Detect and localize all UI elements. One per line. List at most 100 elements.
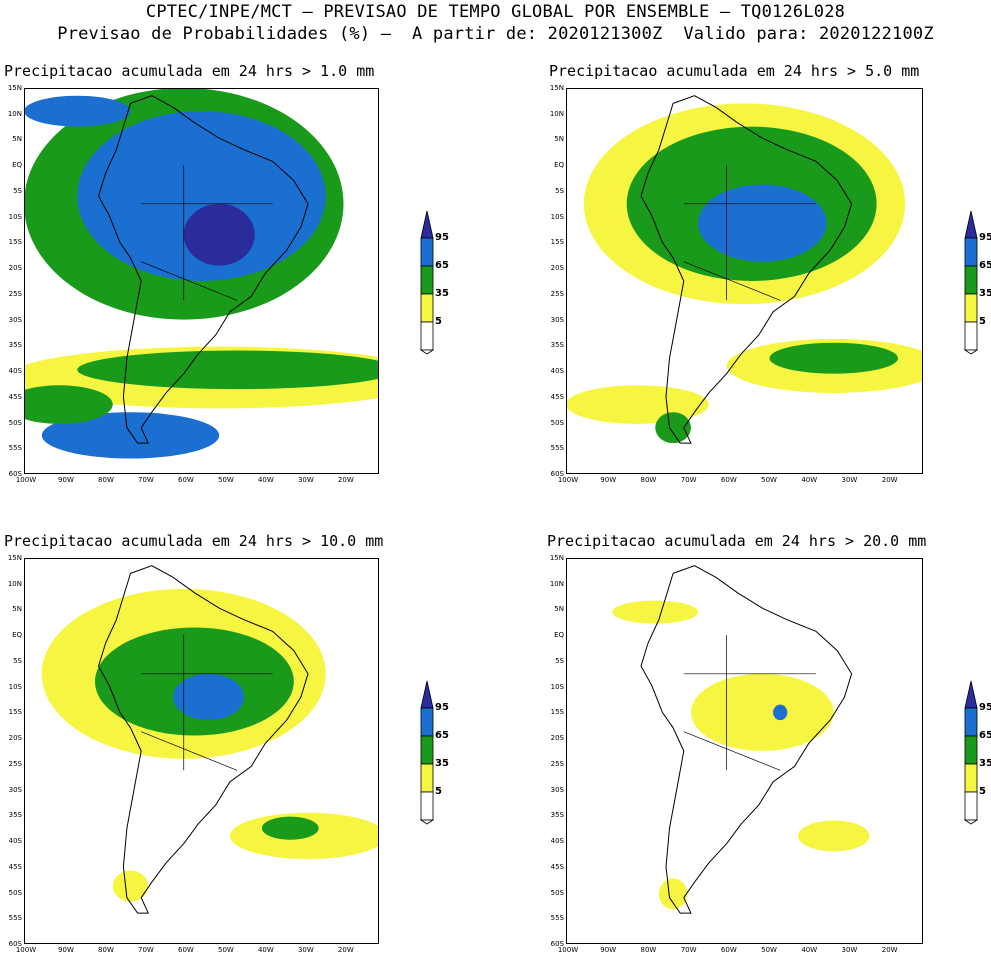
latitude-label: 5N: [12, 135, 22, 144]
latitude-label: EQ: [554, 631, 564, 640]
latitude-label: 35S: [8, 811, 22, 820]
longitude-label: 90W: [600, 476, 617, 484]
latitude-label: EQ: [554, 161, 564, 170]
latitude-label: 5S: [555, 186, 564, 195]
latitude-label: EQ: [12, 161, 22, 170]
probability-area: [658, 878, 688, 910]
latitude-label: 10N: [549, 579, 564, 588]
longitude-label: 60W: [178, 476, 194, 484]
longitude-label: 90W: [600, 946, 617, 954]
probability-area: [655, 412, 691, 444]
longitude-label: 40W: [801, 476, 818, 484]
latitude-label: 10S: [550, 682, 564, 691]
colorbar-label: 5: [979, 786, 986, 797]
latitude-label: 20S: [8, 734, 22, 743]
colorbar-label: 65: [435, 260, 449, 271]
colorbar-label: 5: [979, 316, 986, 327]
latitude-label: 55S: [8, 914, 22, 923]
latitude-label: 15S: [8, 238, 22, 247]
latitude-label: 45S: [8, 392, 22, 401]
latitude-label: 15N: [7, 84, 22, 92]
probability-area: [612, 600, 699, 624]
longitude-label: 50W: [761, 946, 777, 954]
latitude-label: 25S: [550, 289, 564, 298]
latitude-label: 30S: [8, 785, 22, 794]
latitude-label: 10S: [8, 212, 22, 221]
panel-title-10mm: Precipitacao acumulada em 24 hrs > 10.0 …: [4, 532, 384, 550]
probability-area: [183, 203, 255, 266]
probability-area: [24, 385, 113, 424]
latitude-label: 40S: [8, 367, 22, 376]
colorbar-label: 35: [435, 288, 449, 299]
country-border: [683, 731, 781, 771]
latitude-label: 15N: [549, 554, 564, 562]
latitude-label: 60S: [550, 470, 564, 478]
longitude-label: 20W: [881, 946, 898, 954]
latitude-label: 35S: [8, 341, 22, 350]
latitude-label: 40S: [8, 837, 22, 846]
latitude-label: 20S: [550, 264, 564, 273]
probability-area: [77, 111, 326, 281]
probability-area: [798, 820, 870, 852]
latitude-label: 5S: [13, 656, 22, 665]
colorbar-label: 65: [435, 730, 449, 741]
longitude-label: 60W: [720, 476, 737, 484]
latitude-label: 45S: [550, 392, 564, 401]
longitude-label: 70W: [138, 476, 154, 484]
probability-area: [698, 184, 827, 262]
colorbar-label: 95: [979, 232, 991, 243]
longitude-label: 50W: [761, 476, 777, 484]
country-border: [683, 261, 781, 301]
latitude-label: 55S: [550, 914, 564, 923]
longitude-label: 50W: [217, 946, 234, 954]
longitude-label: 20W: [337, 476, 354, 484]
latitude-label: 60S: [8, 940, 22, 948]
latitude-label: 60S: [8, 470, 22, 478]
latitude-label: EQ: [12, 631, 22, 640]
latitude-label: 25S: [550, 759, 564, 768]
latitude-label: 40S: [550, 367, 564, 376]
colorbar: [420, 210, 434, 355]
country-border: [141, 731, 238, 771]
colorbar-label: 95: [435, 702, 449, 713]
colorbar-label: 35: [979, 288, 991, 299]
longitude-label: 60W: [720, 946, 737, 954]
coastline: [640, 565, 853, 914]
longitude-label: 60W: [178, 946, 194, 954]
probability-area: [773, 704, 788, 721]
colorbar-label: 35: [979, 758, 991, 769]
latitude-label: 30S: [8, 315, 22, 324]
figure-title-line1: CPTEC/INPE/MCT – PREVISAO DE TEMPO GLOBA…: [145, 2, 846, 22]
colorbar: [964, 680, 978, 825]
country-border: [141, 261, 238, 301]
probability-area: [566, 385, 709, 424]
latitude-label: 25S: [8, 759, 22, 768]
latitude-label: 55S: [8, 444, 22, 453]
latitude-label: 10N: [7, 109, 22, 118]
longitude-label: 100W: [15, 946, 37, 954]
map-panel-20mm: [566, 558, 923, 944]
panel-title-5mm: Precipitacao acumulada em 24 hrs > 5.0 m…: [549, 62, 920, 80]
longitude-label: 50W: [217, 476, 234, 484]
latitude-label: 55S: [550, 444, 564, 453]
latitude-label: 15S: [550, 708, 564, 717]
latitude-label: 15S: [550, 238, 564, 247]
longitude-label: 20W: [881, 476, 898, 484]
latitude-label: 20S: [550, 734, 564, 743]
latitude-label: 50S: [550, 888, 564, 897]
longitude-label: 30W: [841, 946, 858, 954]
panel-title-20mm: Precipitacao acumulada em 24 hrs > 20.0 …: [547, 532, 927, 550]
longitude-label: 80W: [98, 946, 114, 954]
latitude-label: 45S: [8, 862, 22, 871]
probability-area: [112, 870, 149, 902]
longitude-label: 40W: [257, 946, 274, 954]
latitude-label: 10S: [8, 682, 22, 691]
latitude-label: 15N: [7, 554, 22, 562]
latitude-label: 10N: [549, 109, 564, 118]
longitude-label: 90W: [58, 476, 74, 484]
map-panel-5mm: [566, 88, 923, 474]
latitude-label: 10N: [7, 579, 22, 588]
latitude-label: 30S: [550, 315, 564, 324]
colorbar: [964, 210, 978, 355]
colorbar-label: 95: [435, 232, 449, 243]
